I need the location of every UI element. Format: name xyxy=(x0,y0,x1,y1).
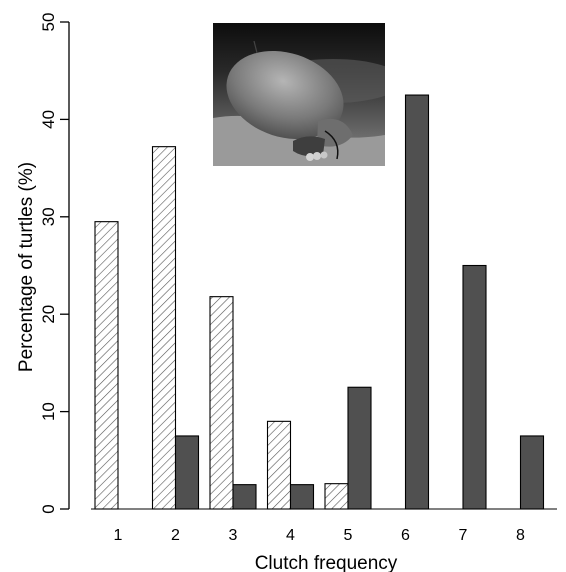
bar-dark-6 xyxy=(404,94,430,510)
x-tick-label-3: 3 xyxy=(229,527,238,544)
y-tick-label-20: 20 xyxy=(39,305,58,324)
bar-hatched-3 xyxy=(209,296,234,510)
bar-hatched-4 xyxy=(266,420,292,510)
y-tick-label-30: 30 xyxy=(39,207,58,226)
bar-dark-2 xyxy=(174,435,200,510)
bar-dark-8 xyxy=(519,435,545,510)
y-tick-label-50: 50 xyxy=(39,13,58,32)
x-tick-label-1: 1 xyxy=(114,527,123,544)
bar-dark-5 xyxy=(347,386,372,510)
turtle-photo-inset xyxy=(213,23,385,166)
bar-hatched-1 xyxy=(94,221,119,510)
bar-hatched-5 xyxy=(324,483,349,510)
y-tick-label-10: 10 xyxy=(39,402,58,421)
x-axis-title: Clutch frequency xyxy=(255,553,398,572)
x-ticks-layer: 1 2 3 4 5 6 7 8 xyxy=(114,527,526,544)
y-tick-label-40: 40 xyxy=(39,110,58,129)
turtle-photo-image xyxy=(213,23,385,166)
bar-hatched-2 xyxy=(151,146,177,510)
x-tick-label-7: 7 xyxy=(459,527,468,544)
x-tick-label-6: 6 xyxy=(401,527,410,544)
bars-layer xyxy=(94,94,545,510)
bar-dark-3 xyxy=(232,484,257,510)
x-tick-label-5: 5 xyxy=(344,527,353,544)
x-tick-label-4: 4 xyxy=(286,527,295,544)
bar-dark-4 xyxy=(289,484,315,510)
y-ticks-layer: 0 10 20 30 40 50 xyxy=(39,13,69,514)
y-axis-title: Percentage of turtles (%) xyxy=(16,162,37,372)
x-tick-label-2: 2 xyxy=(171,527,180,544)
x-tick-label-8: 8 xyxy=(516,527,525,544)
y-tick-label-0: 0 xyxy=(39,504,58,513)
bar-dark-7 xyxy=(462,264,487,510)
